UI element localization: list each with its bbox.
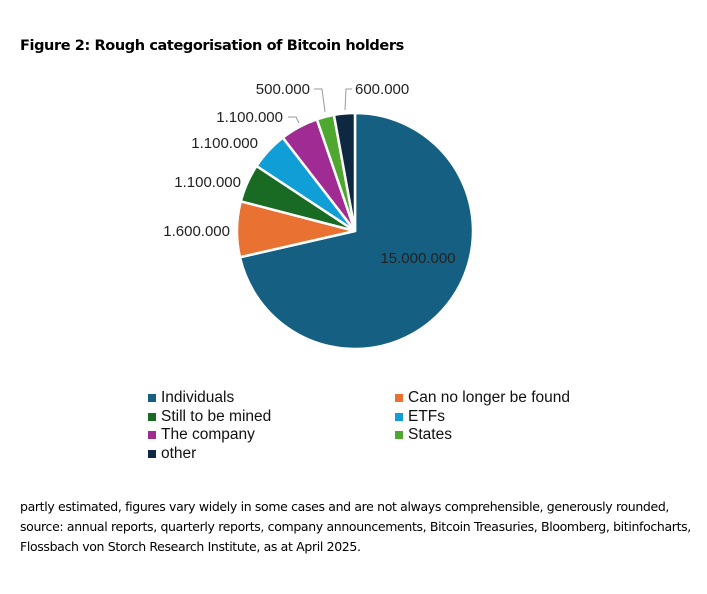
pie-chart: 15.000.000 1.600.000 1.100.000 1.100.000 1.1… — [163, 81, 475, 351]
legend-item: States — [395, 426, 608, 445]
legend-swatch — [148, 412, 156, 421]
legend-swatch — [395, 394, 403, 403]
legend-item: ETFs — [395, 408, 608, 427]
data-label: 15.000.000 — [380, 250, 455, 267]
source-note: partly estimated, figures vary widely in… — [20, 499, 691, 554]
legend-swatch — [148, 394, 156, 403]
legend-item: Can no longer be found — [395, 389, 608, 408]
legend-label: ETFs — [408, 407, 446, 425]
legend-item: Individuals — [148, 389, 395, 408]
legend-label: Individuals — [161, 389, 235, 407]
leader-line — [288, 116, 300, 124]
data-label: 1.600.000 — [163, 223, 230, 240]
legend-item: The company — [148, 426, 395, 445]
legend: Individuals Can no longer be found Still t… — [148, 389, 608, 463]
legend-label: Can no longer be found — [408, 389, 571, 407]
pie-slice-individuals — [238, 111, 475, 351]
legend-label: The company — [161, 426, 255, 444]
legend-label: States — [408, 426, 452, 444]
legend-swatch — [395, 431, 403, 440]
legend-label: Still to be mined — [161, 407, 272, 425]
data-label: 1.100.000 — [174, 174, 241, 191]
data-label: 500.000 — [256, 81, 310, 98]
data-label: 1.100.000 — [191, 135, 258, 152]
chart-title: Figure 2: Rough categorisation of Bitcoi… — [20, 38, 404, 54]
legend-swatch — [148, 449, 156, 458]
leader-line — [344, 88, 352, 111]
legend-swatch — [395, 412, 403, 421]
data-label: 1.100.000 — [216, 109, 283, 126]
legend-label: other — [161, 444, 197, 462]
data-label: 600.000 — [355, 81, 409, 98]
pie-slice-other — [332, 111, 357, 232]
legend-item: Still to be mined — [148, 408, 395, 427]
legend-item: other — [148, 445, 395, 464]
leader-line — [314, 88, 326, 113]
legend-swatch — [148, 431, 156, 440]
